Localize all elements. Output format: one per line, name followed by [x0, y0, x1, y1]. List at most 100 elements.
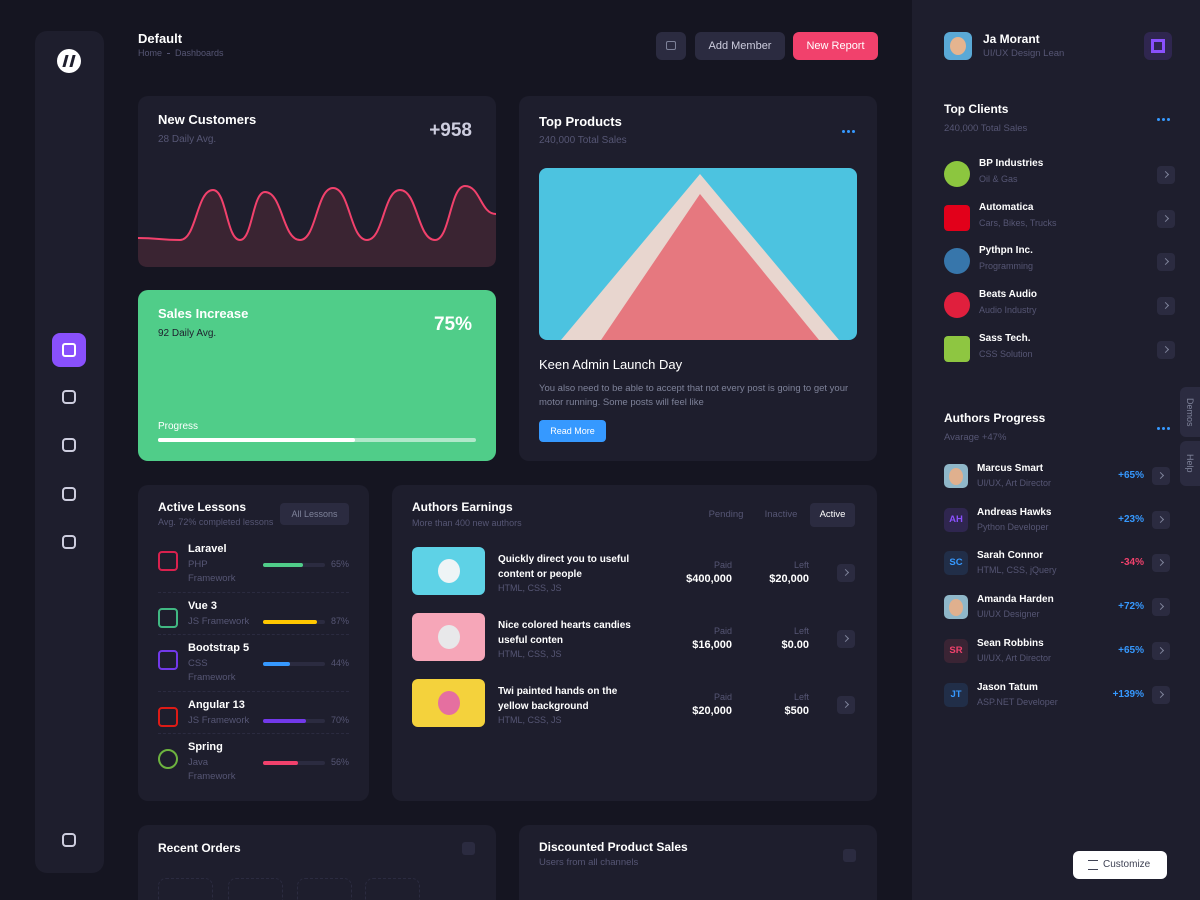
row-title: Quickly direct you to useful content or …: [498, 554, 630, 580]
read-more-button[interactable]: Read More: [539, 420, 606, 442]
lesson-bar: [263, 761, 298, 765]
card-title: Recent Orders: [158, 841, 241, 855]
arrow-button[interactable]: [837, 696, 855, 714]
post-text: You also need to be able to accept that …: [539, 383, 849, 408]
profile-menu-icon: [1151, 39, 1165, 53]
nav-icon[interactable]: [62, 438, 76, 452]
recent-orders-card: [138, 825, 496, 900]
more-button[interactable]: [1157, 118, 1170, 121]
arrow-button[interactable]: [1152, 510, 1170, 529]
page-title: Default: [138, 31, 183, 46]
arrow-button[interactable]: [1157, 209, 1175, 228]
add-member-button[interactable]: Add Member: [695, 32, 785, 60]
nav-icon[interactable]: [62, 487, 76, 501]
arrow-button[interactable]: [837, 630, 855, 648]
order-tab[interactable]: [158, 878, 213, 900]
panel-subtitle: Avarage +47%: [944, 432, 1007, 443]
right-panel: [912, 0, 1200, 900]
arrow-button[interactable]: [837, 564, 855, 582]
nav-icon[interactable]: [62, 833, 76, 847]
arrow-button[interactable]: [1157, 340, 1175, 359]
lesson-name: Spring: [188, 741, 223, 753]
lesson-track: [263, 662, 325, 666]
lesson-percent: 87%: [330, 616, 349, 626]
author-face: [949, 468, 963, 485]
lesson-icon: [158, 551, 178, 571]
author-role: UI/UX Designer: [977, 609, 1040, 620]
lesson-percent: 65%: [330, 559, 349, 569]
order-tab[interactable]: [297, 878, 352, 900]
client-name: Automatica: [979, 201, 1034, 213]
side-tab[interactable]: Demos: [1180, 387, 1200, 437]
order-tab[interactable]: [228, 878, 283, 900]
author-role: ASP.NET Developer: [977, 696, 1058, 707]
card-title: Sales Increase: [158, 306, 249, 321]
lesson-bar: [263, 662, 291, 666]
side-tab-label: Demos: [1185, 397, 1195, 427]
customize-button[interactable]: Customize: [1073, 851, 1167, 879]
arrow-button[interactable]: [1157, 253, 1175, 272]
arrow-button[interactable]: [1157, 166, 1175, 184]
card-value: 75%: [433, 314, 472, 335]
author-change: -34%: [1120, 557, 1144, 569]
arrow-button[interactable]: [1157, 297, 1175, 316]
client-name: Sass Tech.: [979, 332, 1031, 344]
nav-home-icon: [62, 343, 76, 357]
client-name: Pythpn Inc.: [979, 245, 1033, 257]
lesson-tag: CSS Framework: [188, 658, 236, 683]
arrow-button[interactable]: [1152, 598, 1170, 617]
arrow-button[interactable]: [1152, 685, 1170, 704]
profile-name: Ja Morant: [983, 32, 1040, 46]
row-image-object: [438, 691, 460, 715]
client-logo: [944, 292, 970, 319]
wave-line: [138, 184, 496, 242]
side-tab[interactable]: Help: [1180, 441, 1200, 486]
panel-title: Authors Progress: [944, 411, 1046, 425]
more-button[interactable]: [843, 849, 856, 862]
more-button[interactable]: [842, 130, 855, 133]
icon-button[interactable]: [656, 32, 686, 60]
card-subtitle: 92 Daily Avg.: [158, 328, 217, 339]
profile-menu[interactable]: [1144, 32, 1172, 60]
nav-home[interactable]: [52, 333, 86, 367]
client-sub: Programming: [979, 261, 1034, 272]
arrow-button[interactable]: [1152, 641, 1170, 660]
card-title: Discounted Product Sales: [539, 840, 688, 854]
left-value: $20,000: [769, 573, 809, 585]
author-face: [949, 599, 963, 617]
lesson-icon: [158, 650, 178, 670]
lesson-tag: JS Framework: [188, 715, 250, 726]
order-tab[interactable]: [365, 878, 420, 900]
divider: [158, 592, 349, 593]
row-image-object: [438, 559, 460, 583]
left-value: $0.00: [781, 639, 809, 651]
breadcrumb-sep: [167, 53, 170, 54]
author-role: UI/UX, Art Director: [977, 478, 1052, 488]
arrow-button[interactable]: [1152, 554, 1170, 573]
more-button[interactable]: [1157, 427, 1170, 430]
card-title: Top Products: [539, 114, 622, 129]
all-lessons-button[interactable]: All Lessons: [280, 503, 349, 525]
author-role: Python Developer: [977, 521, 1049, 532]
side-tab-label: Help: [1185, 454, 1195, 473]
author-name: Jason Tatum: [977, 681, 1038, 693]
wave-chart: [138, 184, 496, 267]
discounted-sales-card: [519, 825, 877, 900]
panel-title: Top Clients: [944, 102, 1009, 116]
left-label: Left: [793, 560, 809, 570]
tab[interactable]: Pending: [708, 509, 744, 520]
lesson-name: Vue 3: [188, 600, 217, 612]
nav-icon[interactable]: [62, 535, 76, 549]
more-button[interactable]: [462, 842, 475, 855]
row-tags: HTML, CSS, JS: [498, 583, 562, 593]
row-title: Nice colored hearts candies useful conte…: [498, 620, 631, 646]
tab[interactable]: Inactive: [764, 509, 798, 520]
author-initials: JT: [944, 682, 968, 707]
new-report-button[interactable]: New Report: [793, 32, 878, 60]
client-logo: [944, 248, 970, 275]
tab[interactable]: Active: [810, 503, 855, 527]
left-label: Left: [793, 626, 809, 636]
arrow-button[interactable]: [1152, 467, 1170, 485]
nav-icon[interactable]: [62, 390, 76, 404]
